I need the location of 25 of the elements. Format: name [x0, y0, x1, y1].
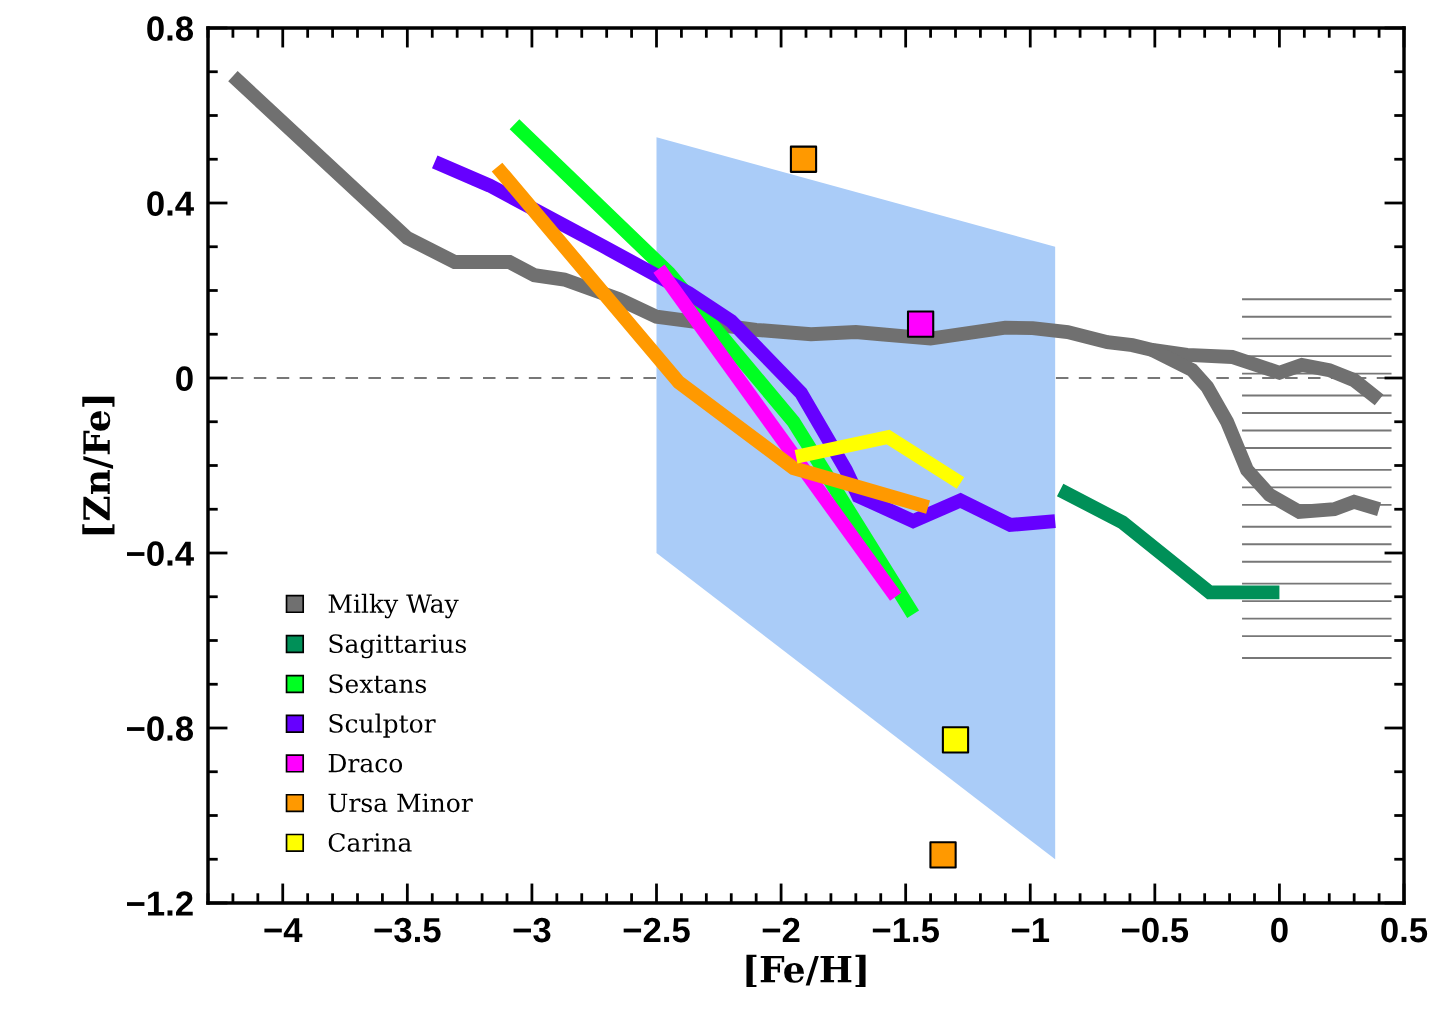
legend-label: Sextans	[329, 674, 426, 694]
legend-label: Carina	[328, 833, 412, 852]
x-tick-label: −3.5	[374, 917, 441, 943]
legend-label: Draco	[328, 753, 403, 773]
x-tick-label: 0.5	[1381, 917, 1428, 943]
x-tick-label: −1.5	[872, 918, 939, 943]
legend-label: Milky Way	[328, 593, 459, 619]
y-tick-label: 0	[176, 366, 193, 391]
y-tick-label: −1.2	[127, 891, 193, 916]
legend-label: Sagittarius	[329, 634, 466, 659]
y-tick-label: 0.4	[147, 191, 194, 216]
y-axis-title: [Zn/Fe]	[82, 396, 115, 535]
x-axis-title: [Fe/H]	[746, 954, 866, 988]
y-tick-label: −0.4	[127, 541, 194, 566]
y-tick-label: −0.8	[127, 716, 194, 741]
x-tick-label: −3	[513, 917, 551, 943]
x-tick-label: −2	[762, 917, 800, 943]
x-tick-label: 0	[1271, 917, 1288, 943]
x-tick-label: −4	[264, 918, 303, 943]
x-tick-label: −0.5	[1122, 917, 1189, 943]
x-tick-label: −1	[1011, 918, 1050, 943]
y-tick-label: 0.8	[147, 16, 194, 41]
x-tick-label: −2.5	[623, 917, 690, 943]
legend-label: Sculptor	[329, 713, 436, 738]
legend-label: Ursa Minor	[328, 793, 473, 813]
